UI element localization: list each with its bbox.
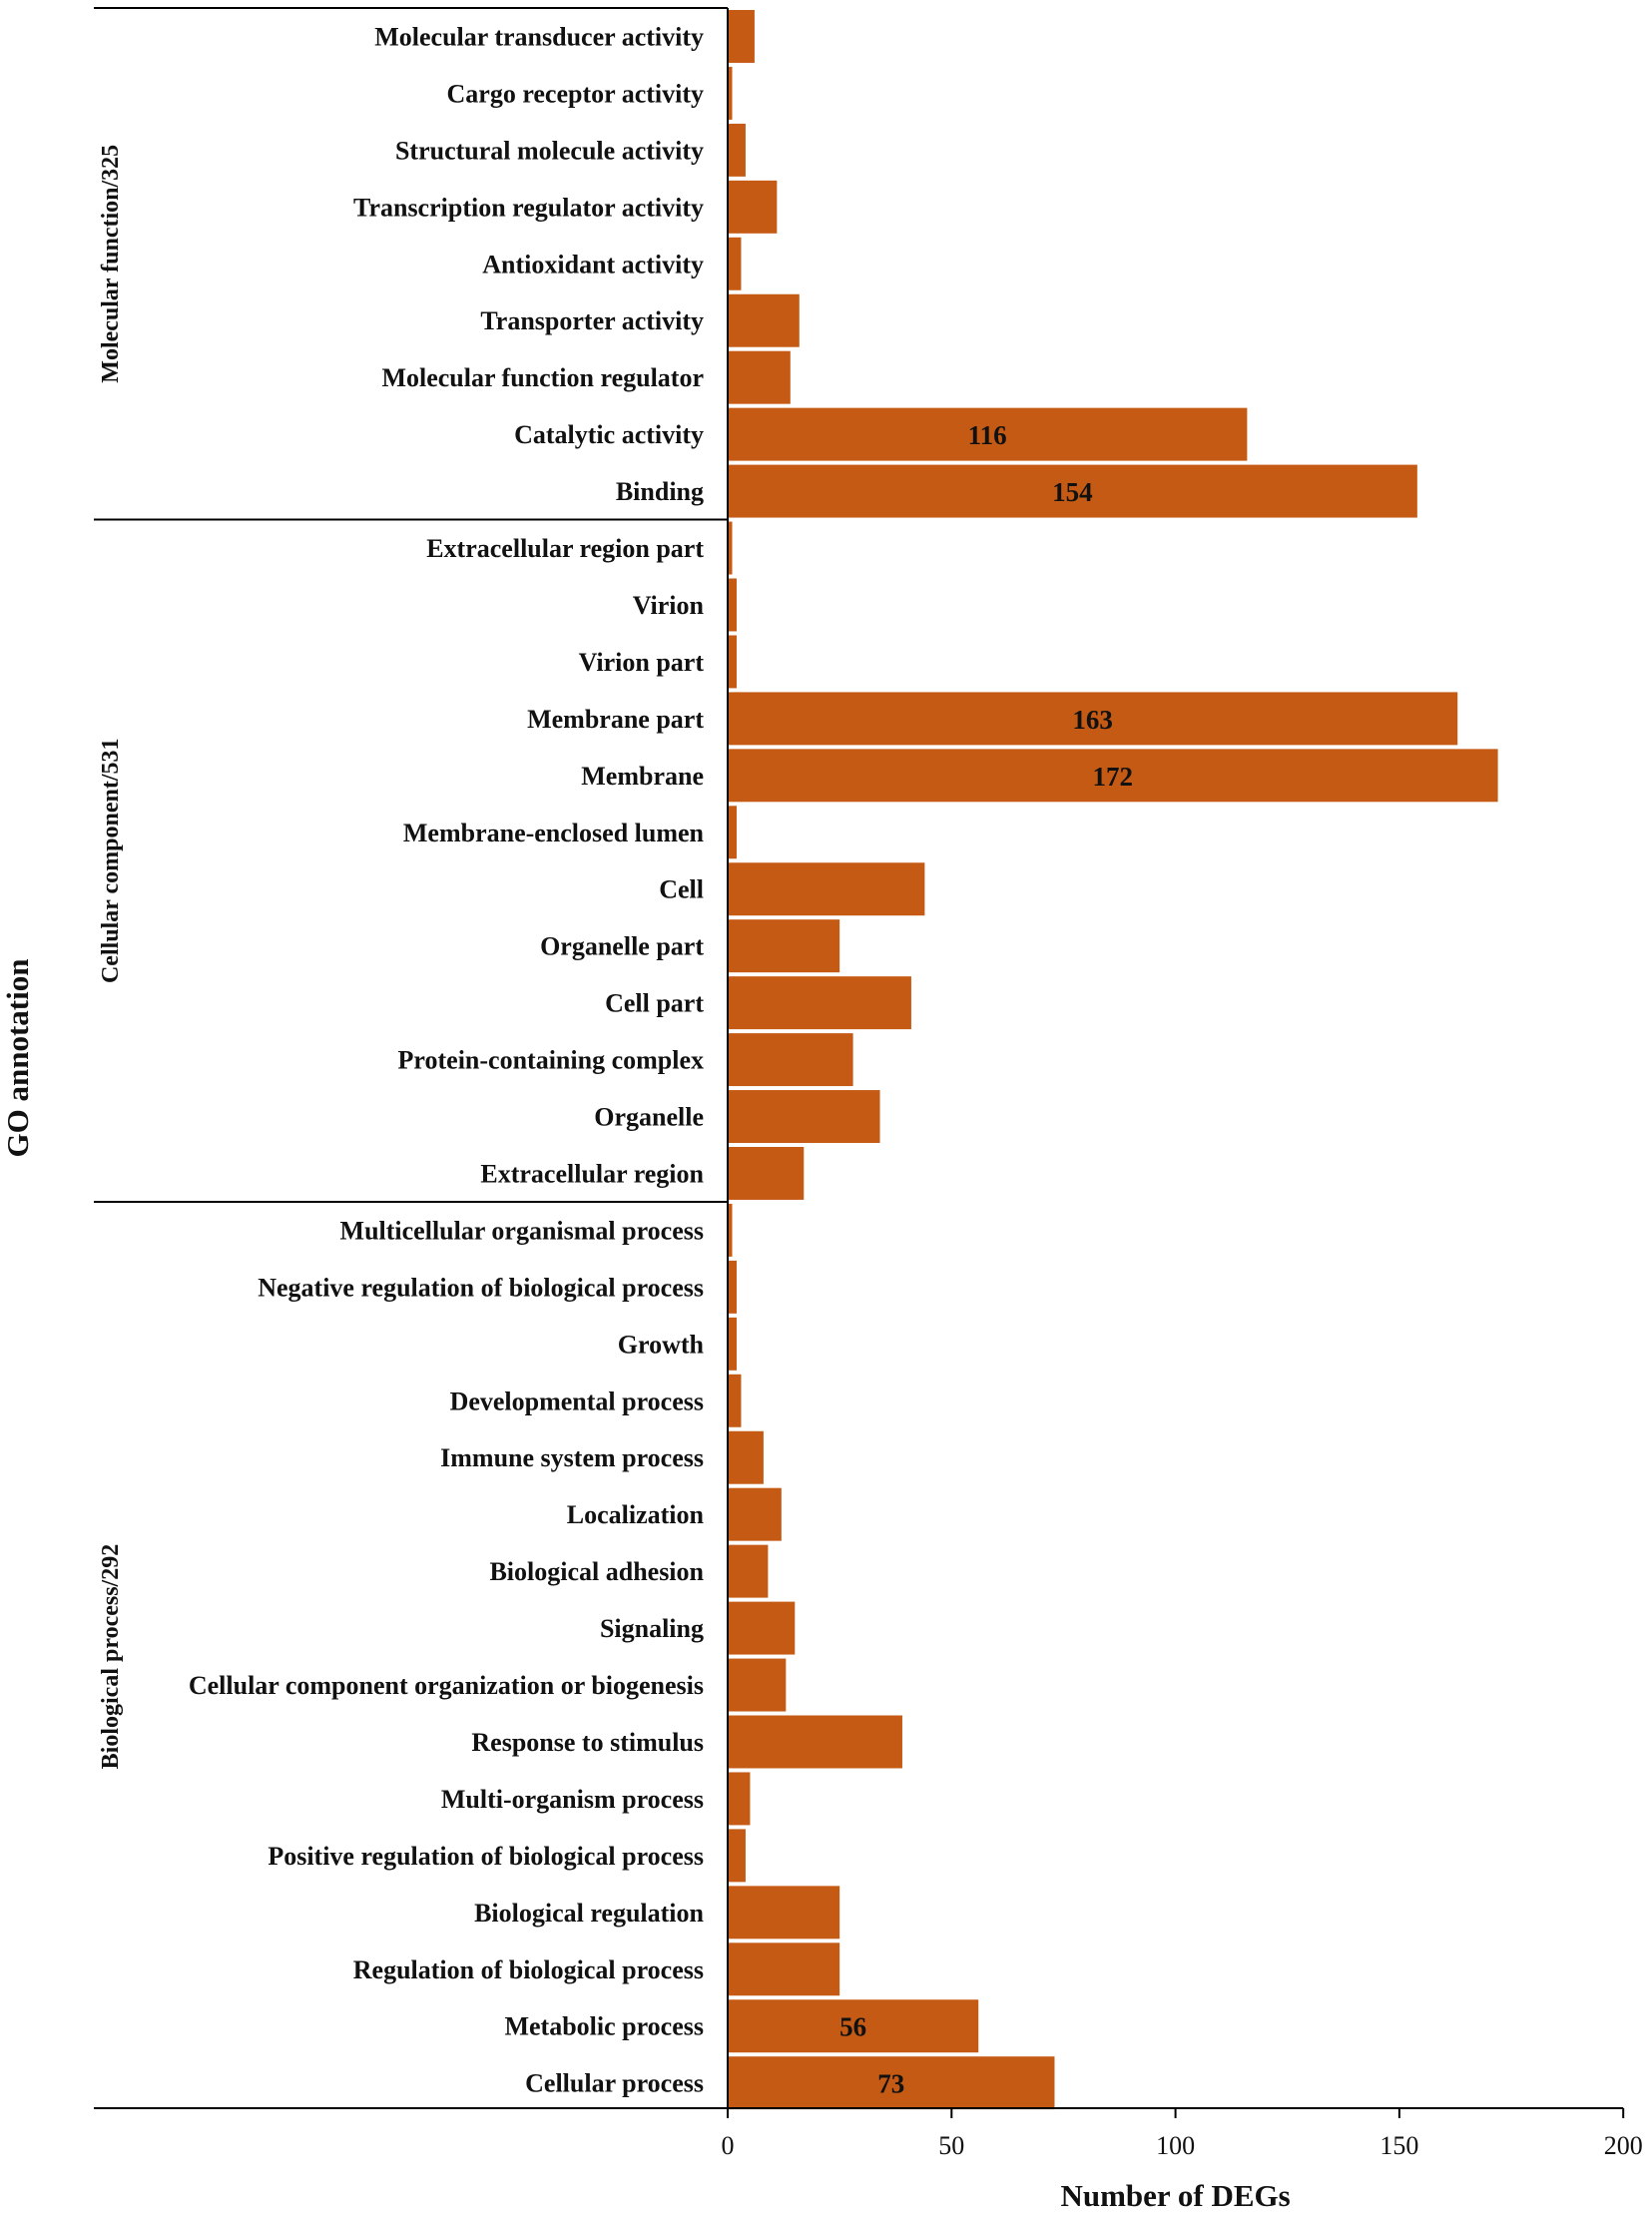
category-label-antioxidant-activity: Antioxidant activity (482, 250, 704, 278)
data-label-membrane: 172 (1093, 762, 1134, 792)
category-label-signaling: Signaling (600, 1614, 704, 1643)
category-label-membrane-part: Membrane part (527, 705, 704, 734)
bar-transcription-regulator-activity (728, 180, 778, 234)
category-label-extracellular-region: Extracellular region (480, 1159, 704, 1188)
x-tick-label-200: 200 (1604, 2131, 1643, 2160)
group-label-cellular-component-531: Cellular component/531 (98, 738, 124, 983)
category-label-multicellular-organismal-process: Multicellular organismal process (340, 1216, 704, 1245)
bar-localization (728, 1487, 782, 1541)
category-label-cellular-process: Cellular process (525, 2069, 704, 2098)
category-label-molecular-transducer-activity: Molecular transducer activity (374, 22, 704, 51)
bar-structural-molecule-activity (728, 123, 746, 177)
bar-developmental-process (728, 1374, 742, 1427)
data-label-membrane-part: 163 (1072, 705, 1113, 735)
bar-signaling (728, 1601, 796, 1655)
category-label-catalytic-activity: Catalytic activity (514, 420, 704, 449)
bar-biological-regulation (728, 1886, 840, 1940)
x-tick-label-50: 50 (938, 2131, 964, 2160)
x-tick-label-150: 150 (1379, 2131, 1418, 2160)
bar-negative-regulation-of-biological-process (728, 1260, 737, 1314)
bar-cellular-component-organization-or-biogenesis (728, 1658, 787, 1712)
data-label-catalytic-activity: 116 (968, 420, 1007, 450)
category-label-cellular-component-organization-or-biogenesis: Cellular component organization or bioge… (189, 1671, 704, 1700)
group-label-biological-process-292: Biological process/292 (98, 1544, 124, 1770)
bar-transporter-activity (728, 293, 800, 347)
category-label-molecular-function-regulator: Molecular function regulator (381, 363, 704, 392)
category-label-cargo-receptor-activity: Cargo receptor activity (447, 79, 705, 108)
category-label-negative-regulation-of-biological-process: Negative regulation of biological proces… (258, 1273, 704, 1302)
x-tick-label-100: 100 (1156, 2131, 1195, 2160)
bar-positive-regulation-of-biological-process (728, 1829, 746, 1883)
category-label-localization: Localization (567, 1500, 705, 1529)
category-label-membrane-enclosed-lumen: Membrane-enclosed lumen (403, 819, 705, 847)
category-label-organelle: Organelle (594, 1103, 704, 1132)
data-label-binding: 154 (1052, 477, 1093, 507)
category-label-biological-adhesion: Biological adhesion (489, 1557, 704, 1586)
category-label-protein-containing-complex: Protein-containing complex (398, 1046, 704, 1075)
bar-response-to-stimulus (728, 1715, 902, 1769)
category-label-virion-part: Virion part (579, 648, 705, 677)
category-label-organelle-part: Organelle part (540, 932, 704, 961)
bar-multi-organism-process (728, 1772, 751, 1826)
bar-catalytic-activity (728, 407, 1248, 461)
bar-extracellular-region-part (728, 521, 733, 575)
category-label-biological-regulation: Biological regulation (474, 1899, 704, 1928)
bar-protein-containing-complex (728, 1033, 853, 1087)
bar-molecular-transducer-activity (728, 10, 755, 63)
bar-molecular-function-regulator (728, 350, 791, 404)
category-label-membrane: Membrane (581, 762, 704, 791)
bar-cargo-receptor-activity (728, 66, 733, 120)
category-label-structural-molecule-activity: Structural molecule activity (395, 136, 704, 165)
bar-immune-system-process (728, 1430, 764, 1484)
bar-organelle (728, 1090, 880, 1143)
y-axis-title: GO annotation (0, 959, 35, 1158)
x-tick-label-0: 0 (722, 2131, 735, 2160)
x-axis-title: Number of DEGs (1060, 2178, 1290, 2213)
category-label-binding: Binding (616, 477, 704, 506)
bar-regulation-of-biological-process (728, 1942, 840, 1996)
data-label-metabolic-process: 56 (839, 2012, 866, 2042)
bar-metabolic-process (728, 1999, 979, 2053)
bar-membrane-enclosed-lumen (728, 806, 737, 859)
category-label-cell-part: Cell part (605, 989, 704, 1018)
category-label-multi-organism-process: Multi-organism process (441, 1785, 704, 1814)
category-label-immune-system-process: Immune system process (440, 1443, 704, 1472)
category-label-positive-regulation-of-biological-process: Positive regulation of biological proces… (268, 1842, 704, 1871)
bar-cell-part (728, 976, 911, 1030)
category-label-regulation-of-biological-process: Regulation of biological process (353, 1955, 704, 1984)
bar-antioxidant-activity (728, 237, 742, 290)
bar-extracellular-region (728, 1147, 805, 1200)
category-label-cell: Cell (659, 875, 704, 904)
category-label-response-to-stimulus: Response to stimulus (471, 1728, 704, 1757)
category-label-virion: Virion (633, 591, 705, 620)
bar-multicellular-organismal-process (728, 1203, 733, 1257)
bar-growth (728, 1317, 737, 1371)
bar-biological-adhesion (728, 1544, 769, 1598)
category-label-transcription-regulator-activity: Transcription regulator activity (353, 193, 704, 222)
bar-membrane (728, 749, 1498, 803)
bar-cell (728, 862, 925, 916)
category-label-developmental-process: Developmental process (450, 1387, 704, 1415)
category-label-growth: Growth (618, 1330, 705, 1359)
category-label-extracellular-region-part: Extracellular region part (426, 534, 704, 563)
category-label-metabolic-process: Metabolic process (504, 2012, 704, 2041)
category-label-transporter-activity: Transporter activity (480, 306, 704, 335)
bar-virion (728, 578, 737, 632)
bar-virion-part (728, 635, 737, 689)
group-label-molecular-function-325: Molecular function/325 (98, 145, 124, 383)
bar-cellular-process (728, 2056, 1055, 2110)
bar-binding (728, 464, 1417, 518)
bar-organelle-part (728, 919, 840, 973)
data-label-cellular-process: 73 (877, 2069, 904, 2099)
bar-membrane-part (728, 692, 1458, 746)
